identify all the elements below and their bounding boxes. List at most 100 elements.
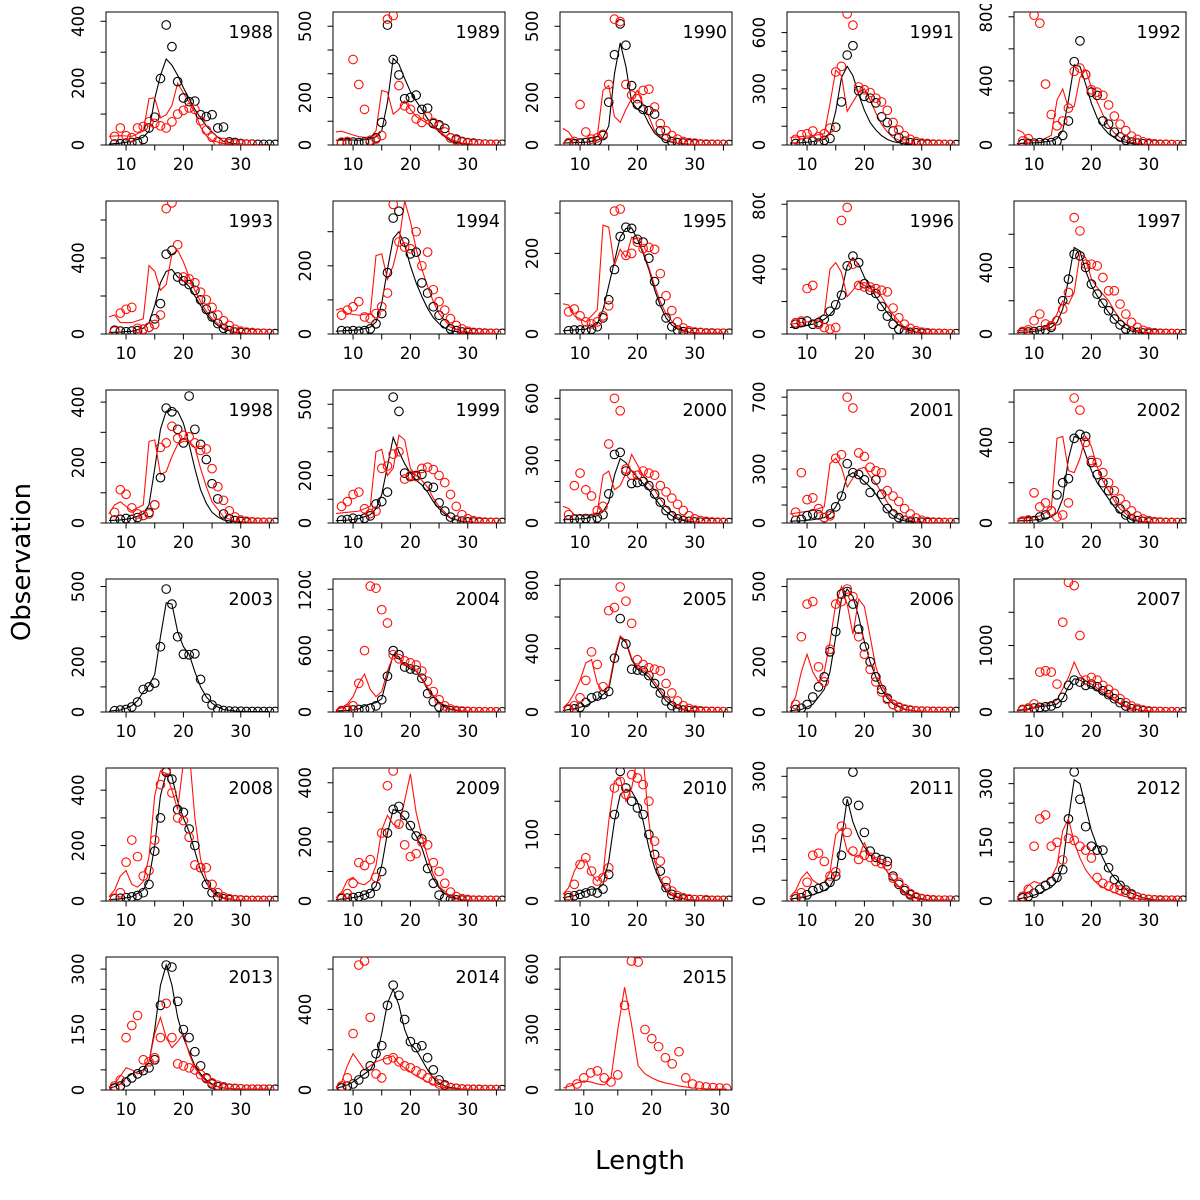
x-tick-label: 30 [911, 722, 932, 741]
red-observation-point [1172, 328, 1183, 334]
red-observation-point [230, 324, 240, 334]
x-tick-label: 10 [570, 155, 591, 174]
panel-data [335, 957, 505, 1090]
red-observation-point [575, 468, 585, 478]
panel-year-label: 1989 [455, 23, 500, 43]
y-tick-label: 300 [523, 445, 542, 477]
red-observation-point [1161, 139, 1171, 145]
red-observation-point [842, 12, 853, 19]
black-observation-point [411, 665, 421, 675]
black-observation-point [882, 856, 893, 867]
x-tick-label: 20 [854, 911, 875, 930]
red-observation-point [653, 1041, 664, 1052]
black-fit-line [335, 230, 497, 334]
x-tick-label: 30 [684, 722, 705, 741]
red-observation-point [382, 288, 393, 298]
black-observation-point [632, 234, 643, 245]
black-observation-point [899, 515, 910, 523]
panel-data [335, 12, 505, 145]
black-observation-point [394, 649, 404, 660]
black-observation-point [411, 831, 421, 841]
black-observation-point [626, 796, 637, 807]
black-observation-point [382, 267, 393, 278]
red-observation-point [439, 305, 450, 315]
black-observation-point [1034, 325, 1045, 334]
black-observation-point [882, 117, 893, 128]
red-observation-point [190, 277, 200, 288]
x-tick-label: 30 [911, 344, 932, 363]
red-observation-point [353, 678, 364, 689]
black-observation-point [575, 138, 585, 145]
red-observation-point [365, 854, 376, 865]
black-fit-line [562, 42, 724, 145]
black-fit-line [789, 472, 951, 523]
red-observation-point [365, 135, 376, 145]
black-observation-point [905, 516, 916, 523]
black-observation-point [830, 871, 841, 881]
y-tick-label: 600 [750, 17, 769, 49]
y-tick-label: 100 [523, 819, 542, 851]
panel-data [335, 768, 505, 901]
black-observation-point [376, 496, 387, 507]
black-observation-point [167, 41, 177, 52]
red-observation-point [1172, 139, 1183, 145]
black-observation-point [365, 324, 376, 334]
y-tick-label: 0 [69, 707, 88, 718]
black-observation-point [644, 480, 654, 491]
red-observation-point [195, 445, 206, 456]
black-observation-point [376, 117, 387, 128]
red-fit-line [562, 635, 724, 712]
red-observation-point [1040, 79, 1051, 89]
red-observation-point [434, 694, 444, 705]
black-observation-point [184, 96, 194, 107]
black-observation-point [149, 112, 160, 123]
red-observation-point [678, 136, 689, 145]
black-observation-point [876, 684, 887, 695]
red-observation-point [911, 513, 921, 523]
red-observation-point [1149, 138, 1160, 145]
red-observation-point [1023, 884, 1034, 895]
black-observation-point [569, 703, 580, 712]
red-observation-point [934, 895, 944, 901]
red-observation-point [934, 517, 944, 523]
black-observation-point [1126, 513, 1137, 523]
x-tick-label: 30 [911, 533, 932, 552]
black-observation-point [865, 656, 875, 667]
red-observation-point [1103, 285, 1114, 296]
black-observation-point [497, 1084, 505, 1090]
black-observation-point [1138, 328, 1148, 334]
red-observation-point [848, 259, 858, 270]
red-observation-point [394, 819, 404, 830]
black-observation-point [825, 306, 835, 317]
black-observation-point [807, 885, 818, 896]
red-observation-point [575, 99, 585, 110]
red-observation-point [621, 464, 631, 474]
red-observation-point [842, 392, 853, 403]
y-tick-label: 200 [523, 82, 542, 114]
red-observation-point [411, 848, 421, 859]
red-observation-point [592, 1066, 603, 1076]
red-observation-point [638, 243, 648, 254]
red-observation-point [1161, 328, 1171, 334]
red-observation-point [336, 137, 347, 145]
red-observation-point [655, 118, 666, 129]
y-tick-label: 300 [750, 761, 769, 793]
black-observation-point [132, 1069, 143, 1079]
black-observation-point [1069, 56, 1080, 67]
black-observation-point [1086, 279, 1097, 289]
red-observation-point [580, 317, 591, 327]
black-observation-point [155, 1000, 166, 1011]
red-observation-point [796, 316, 807, 326]
red-observation-point [1063, 103, 1074, 113]
red-observation-point [922, 327, 933, 334]
y-tick-label: 0 [750, 140, 769, 151]
panel-border [105, 767, 279, 902]
red-observation-point [945, 517, 956, 523]
black-observation-point [871, 672, 881, 682]
x-tick-label: 10 [116, 722, 137, 741]
y-tick-label: 0 [296, 518, 315, 529]
y-tick-label: 0 [69, 140, 88, 151]
red-observation-point [707, 517, 717, 523]
y-tick-label: 150 [69, 1014, 88, 1045]
red-observation-point [1172, 517, 1183, 523]
